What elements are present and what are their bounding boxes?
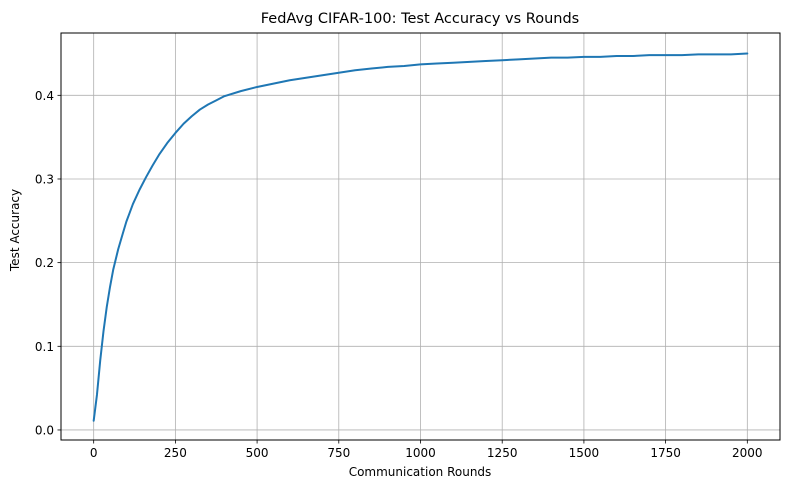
x-ticks: 0 250 500 750 1000 1250 1500 1750 2000 [90,440,763,460]
x-tick-label: 1500 [569,446,600,460]
y-axis-label: Test Accuracy [8,189,22,272]
y-tick-label: 0.3 [35,172,54,186]
y-ticks: 0.0 0.1 0.2 0.3 0.4 [35,89,61,437]
accuracy-line [92,52,749,422]
chart-title: FedAvg CIFAR-100: Test Accuracy vs Round… [261,11,580,27]
x-tick-label: 250 [164,446,187,460]
y-tick-label: 0.4 [35,89,54,103]
y-tick-label: 0.0 [35,423,54,437]
x-tick-label: 0 [90,446,98,460]
x-tick-label: 2000 [732,446,763,460]
x-axis-label: Communication Rounds [349,465,492,479]
y-tick-label: 0.2 [35,256,54,270]
x-tick-label: 1250 [487,446,518,460]
y-tick-label: 0.1 [35,340,54,354]
x-tick-label: 750 [327,446,350,460]
x-tick-label: 1000 [405,446,436,460]
series-group [92,52,749,422]
x-tick-label: 1750 [650,446,681,460]
x-tick-label: 500 [246,446,269,460]
grid [61,33,780,440]
